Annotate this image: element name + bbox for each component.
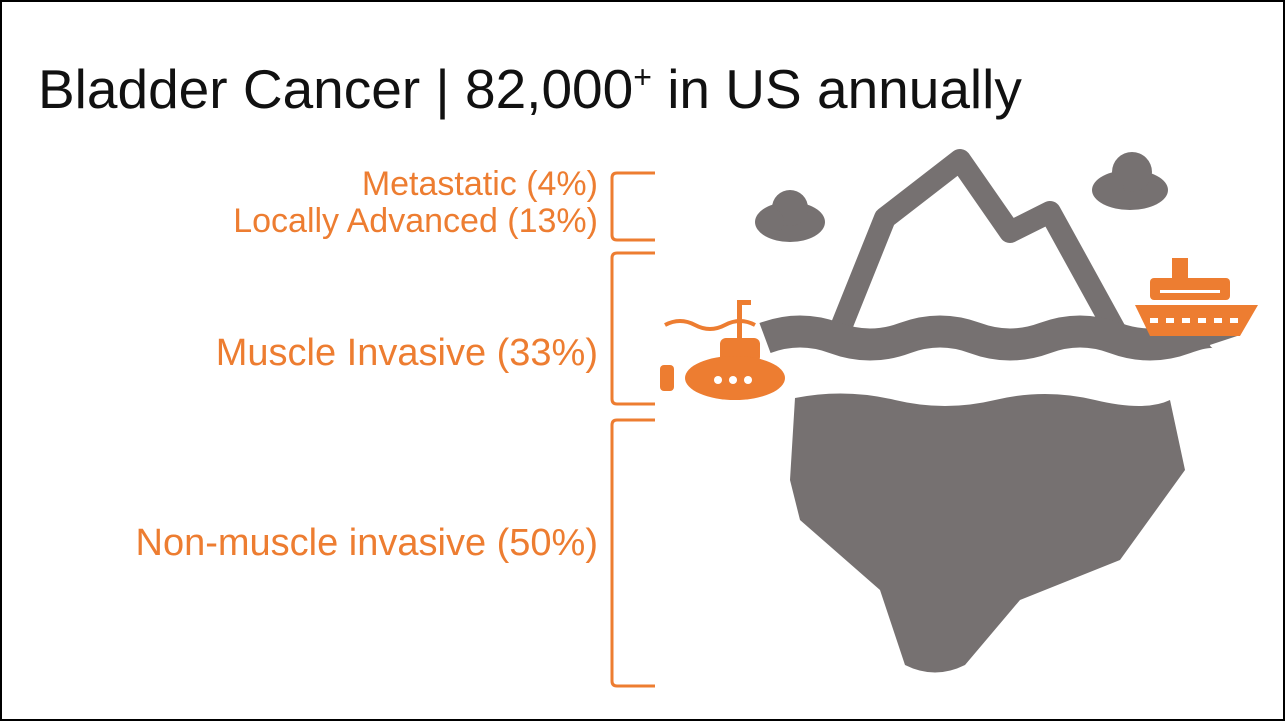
slide-title: Bladder Cancer | 82,000+ in US annually bbox=[38, 58, 1022, 120]
title-superscript: + bbox=[633, 59, 652, 95]
slide: Bladder Cancer | 82,000+ in US annually … bbox=[0, 0, 1285, 721]
tier-label: Non-muscle invasive (50%) bbox=[136, 522, 599, 564]
title-rest: in US annually bbox=[652, 58, 1022, 120]
tier-label: Locally Advanced (13%) bbox=[233, 202, 598, 240]
page: Bladder Cancer | 82,000+ in US annually … bbox=[0, 0, 1285, 721]
tier-label: Muscle Invasive (33%) bbox=[216, 332, 598, 374]
tier-label: Metastatic (4%) bbox=[362, 165, 598, 203]
title-main: Bladder Cancer | 82,000 bbox=[38, 58, 633, 120]
